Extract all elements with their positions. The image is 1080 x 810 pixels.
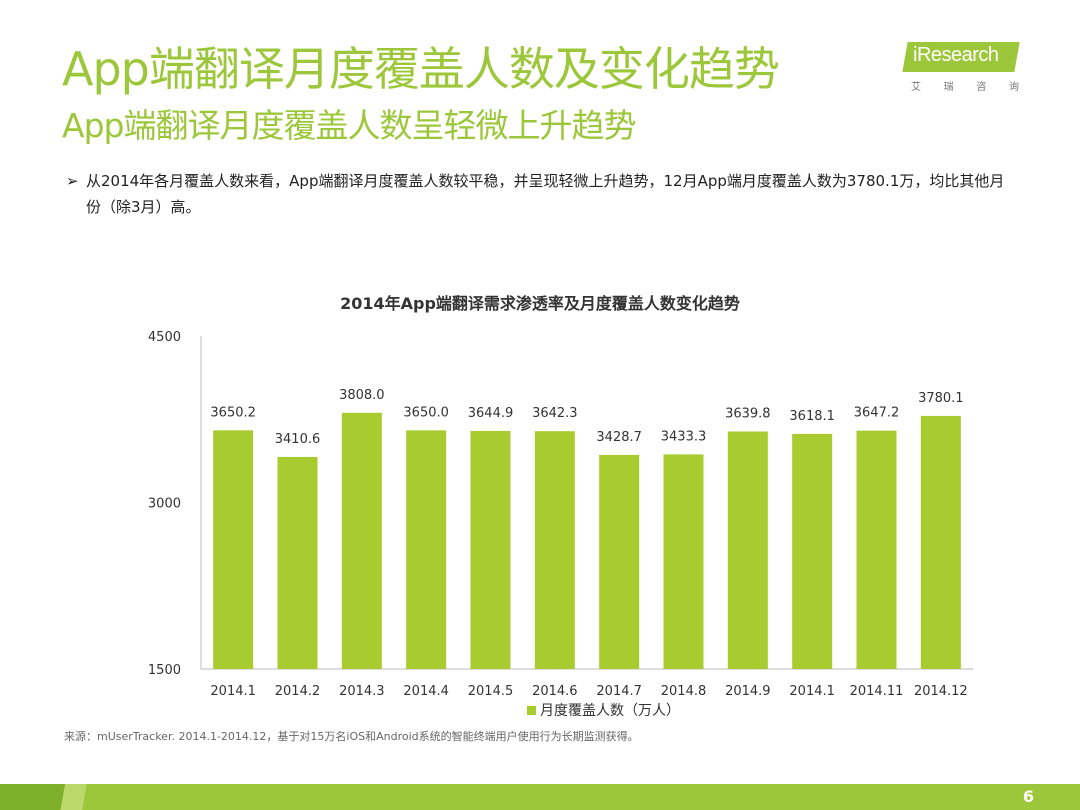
x-tick-label: 2014.4 [403, 684, 449, 699]
logo-chinese-name: 艾 瑞 咨 询 [911, 78, 1019, 93]
bar [470, 430, 511, 669]
x-tick-label: 2014.1 [789, 684, 835, 699]
x-tick-label: 2014.11 [850, 684, 904, 699]
x-tick-label: 2014.3 [339, 684, 385, 699]
page-number: 6 [1022, 787, 1034, 806]
legend-swatch [527, 706, 536, 715]
bar [341, 412, 382, 669]
bar [599, 454, 640, 669]
bar-value-label: 3650.2 [210, 405, 256, 420]
bar-value-label: 3428.7 [596, 430, 642, 445]
bar-value-label: 3433.3 [661, 429, 707, 444]
footer-bar: 6 [0, 784, 1080, 810]
x-tick-label: 2014.1 [210, 684, 256, 699]
bullet-arrow-icon: ➢ [66, 172, 79, 190]
logo-char: 咨 [976, 82, 987, 93]
bar-value-label: 3410.6 [275, 432, 321, 447]
page-title: App端翻译月度覆盖人数及变化趋势 [62, 42, 780, 96]
bar [534, 431, 575, 669]
bar-value-label: 3639.8 [725, 406, 771, 421]
x-tick-label: 2014.7 [596, 684, 642, 699]
x-tick-label: 2014.8 [661, 684, 707, 699]
chart-title: 2014年App端翻译需求渗透率及月度覆盖人数变化趋势 [340, 294, 740, 313]
x-tick-label: 2014.2 [275, 684, 321, 699]
bar [213, 430, 254, 669]
legend-label: 月度覆盖人数（万人） [540, 703, 680, 719]
bar-value-label: 3647.2 [854, 406, 900, 421]
bar [406, 430, 447, 669]
page-subtitle: App端翻译月度覆盖人数呈轻微上升趋势 [62, 106, 636, 145]
bar [920, 415, 961, 669]
x-tick-label: 2014.5 [468, 684, 514, 699]
bar-value-label: 3644.9 [468, 406, 514, 421]
bar [856, 430, 897, 669]
bar-value-label: 3808.0 [339, 388, 385, 403]
bar [792, 433, 833, 669]
x-tick-label: 2014.9 [725, 684, 771, 699]
footer-stripe [0, 784, 140, 810]
y-tick-label: 3000 [148, 497, 181, 512]
logo-char: 艾 [911, 82, 921, 93]
summary-bullet: ➢ 从2014年各月覆盖人数来看，App端翻译月度覆盖人数较平稳，并呈现轻微上升… [66, 168, 1016, 220]
summary-text: 从2014年各月覆盖人数来看，App端翻译月度覆盖人数较平稳，并呈现轻微上升趋势… [86, 172, 1005, 216]
bar-value-label: 3642.3 [532, 406, 578, 421]
source-note: 来源：mUserTracker. 2014.1-2014.12，基于对15万名i… [64, 730, 639, 743]
bar [663, 454, 704, 669]
iresearch-logo: iResearch 艾 瑞 咨 询 [902, 42, 1023, 100]
bar [277, 456, 318, 669]
logo-brand-text: iResearch [913, 44, 999, 66]
x-tick-label: 2014.6 [532, 684, 578, 699]
bar-chart: 1500 3000 4500 3650.2 2014.1 3410.6 2014.2 3808… [148, 330, 973, 719]
logo-char: 询 [1008, 82, 1019, 93]
bar-value-label: 3650.0 [403, 405, 449, 420]
x-tick-label: 2014.12 [914, 684, 968, 699]
bar-value-label: 3618.1 [789, 409, 835, 424]
bar-value-label: 3780.1 [918, 391, 964, 406]
logo-char: 瑞 [943, 82, 954, 93]
y-tick-label: 1500 [148, 663, 181, 678]
y-tick-label: 4500 [148, 330, 181, 345]
bar [727, 431, 768, 669]
